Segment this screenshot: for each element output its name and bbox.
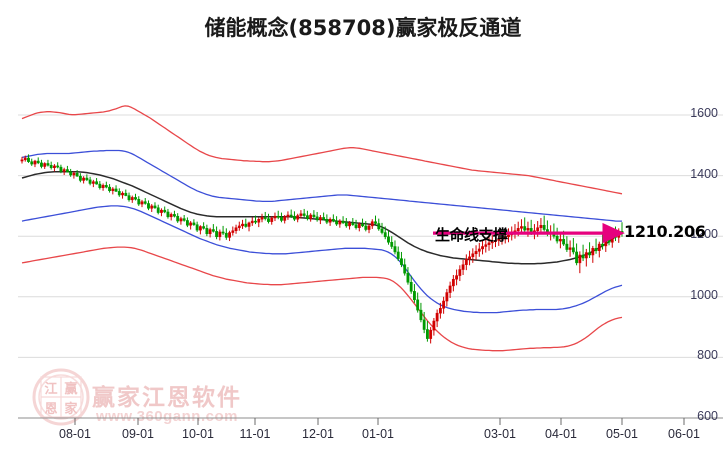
- page-title: 储能概念(858708)赢家极反通道: [204, 16, 522, 40]
- y-axis-tick-label: 1600: [690, 106, 718, 120]
- channel-bands: [21, 105, 623, 352]
- x-axis-tick-label: 06-01: [668, 427, 700, 441]
- x-axis-tick-label: 01-01: [362, 427, 394, 441]
- watermark-seal: 江 赢 恩 家: [32, 368, 90, 431]
- support-annotation-label: 生命线支撑: [435, 226, 508, 244]
- x-axis-tick-label: 05-01: [606, 427, 638, 441]
- watermark-brand: 赢家江恩软件: [92, 385, 242, 411]
- watermark-url: www.360gann.com: [96, 408, 238, 425]
- svg-text:江: 江: [44, 381, 57, 397]
- y-axis-tick-label: 600: [697, 409, 718, 423]
- candlestick-series: [20, 154, 624, 344]
- svg-text:赢: 赢: [64, 381, 77, 397]
- y-axis-tick-label: 1200: [690, 227, 718, 242]
- x-axis-tick-label: 04-01: [545, 427, 577, 441]
- y-axis-tick-label: 800: [697, 348, 718, 363]
- x-axis-tick-label: 09-01: [122, 427, 154, 441]
- x-axis-tick-label: 03-01: [484, 427, 516, 441]
- svg-text:恩: 恩: [44, 402, 57, 417]
- x-axis-tick-label: 10-01: [182, 427, 214, 441]
- current-price-label: 1210.206: [624, 222, 706, 241]
- axis-ticks: [74, 418, 685, 425]
- seal-icon: 江 赢 恩 家: [32, 368, 90, 426]
- x-axis-tick-label: 12-01: [302, 427, 334, 441]
- y-axis-tick-label: 1400: [690, 166, 718, 181]
- x-axis-tick-label: 11-01: [239, 427, 271, 441]
- y-axis-tick-label: 1000: [690, 287, 718, 302]
- svg-text:家: 家: [64, 401, 78, 417]
- gridlines: [18, 114, 723, 419]
- x-axis-tick-label: 08-01: [59, 427, 91, 441]
